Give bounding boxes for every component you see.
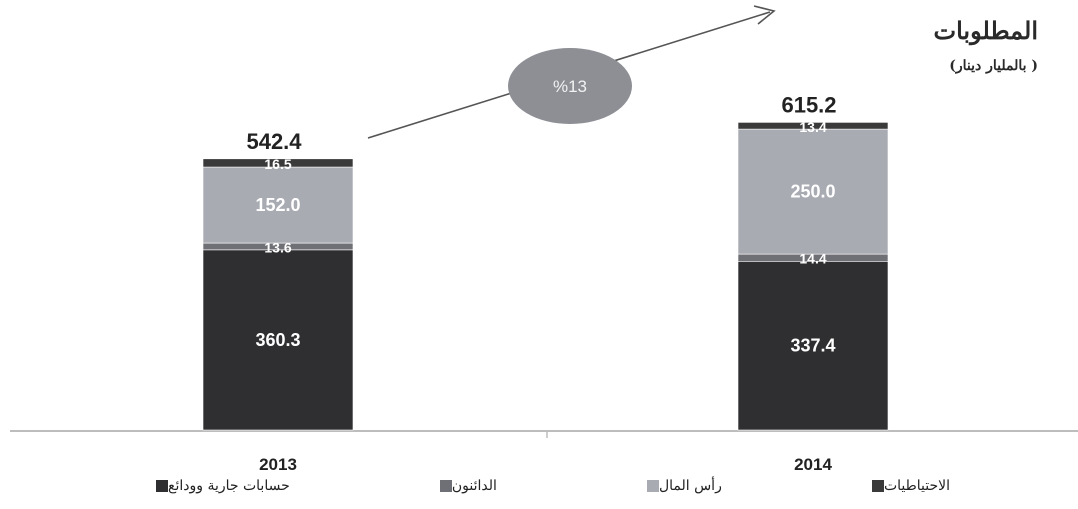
legend-swatch [439,480,452,492]
bar-segment [737,260,889,431]
data-label: 13.6 [264,239,291,255]
legend-label: حسابات جارية وودائع [168,478,290,494]
bar-segment [202,158,354,168]
legend-swatch [156,480,168,492]
total-label: 615.2 [781,92,836,117]
data-label: 14.4 [799,251,826,267]
legend-item-current-accounts: حسابات جارية وودائع [150,478,290,494]
title-box: المطلوبات ( بالمليار دينار) [934,14,1038,74]
total-label: 542.4 [246,129,302,154]
data-label: 13.4 [799,119,826,135]
legend-swatch [646,480,659,492]
data-label: 250.0 [790,182,835,202]
data-label: 152.0 [255,195,300,215]
legend-item-reserves: الاحتياطيات [866,478,950,494]
legend-item-capital: رأس المال [641,478,722,494]
chart-title: المطلوبات [933,16,1038,45]
growth-arrow-head [753,5,776,25]
bar-segment [737,128,889,255]
data-label: 16.5 [264,156,291,172]
growth-ellipse [508,48,632,124]
legend-label: الدائنون [451,478,497,494]
legend-label: الاحتياطيات [883,478,950,494]
bar-segment [202,249,354,431]
data-label: 337.4 [790,336,835,356]
category-label: 2014 [794,455,832,474]
legend: الاحتياطيات رأس المال الدائنون حسابات جا… [150,478,950,494]
legend-item-creditors: الدائنون [434,478,497,494]
data-label: 360.3 [255,330,300,350]
bar-segment [737,122,889,130]
chart-subtitle: ( بالمليار دينار) [949,58,1038,74]
legend-label: رأس المال [658,478,722,494]
category-label: 2013 [259,455,297,474]
bar-segment [202,166,354,244]
legend-swatch [871,480,884,492]
growth-label: %13 [553,77,587,96]
